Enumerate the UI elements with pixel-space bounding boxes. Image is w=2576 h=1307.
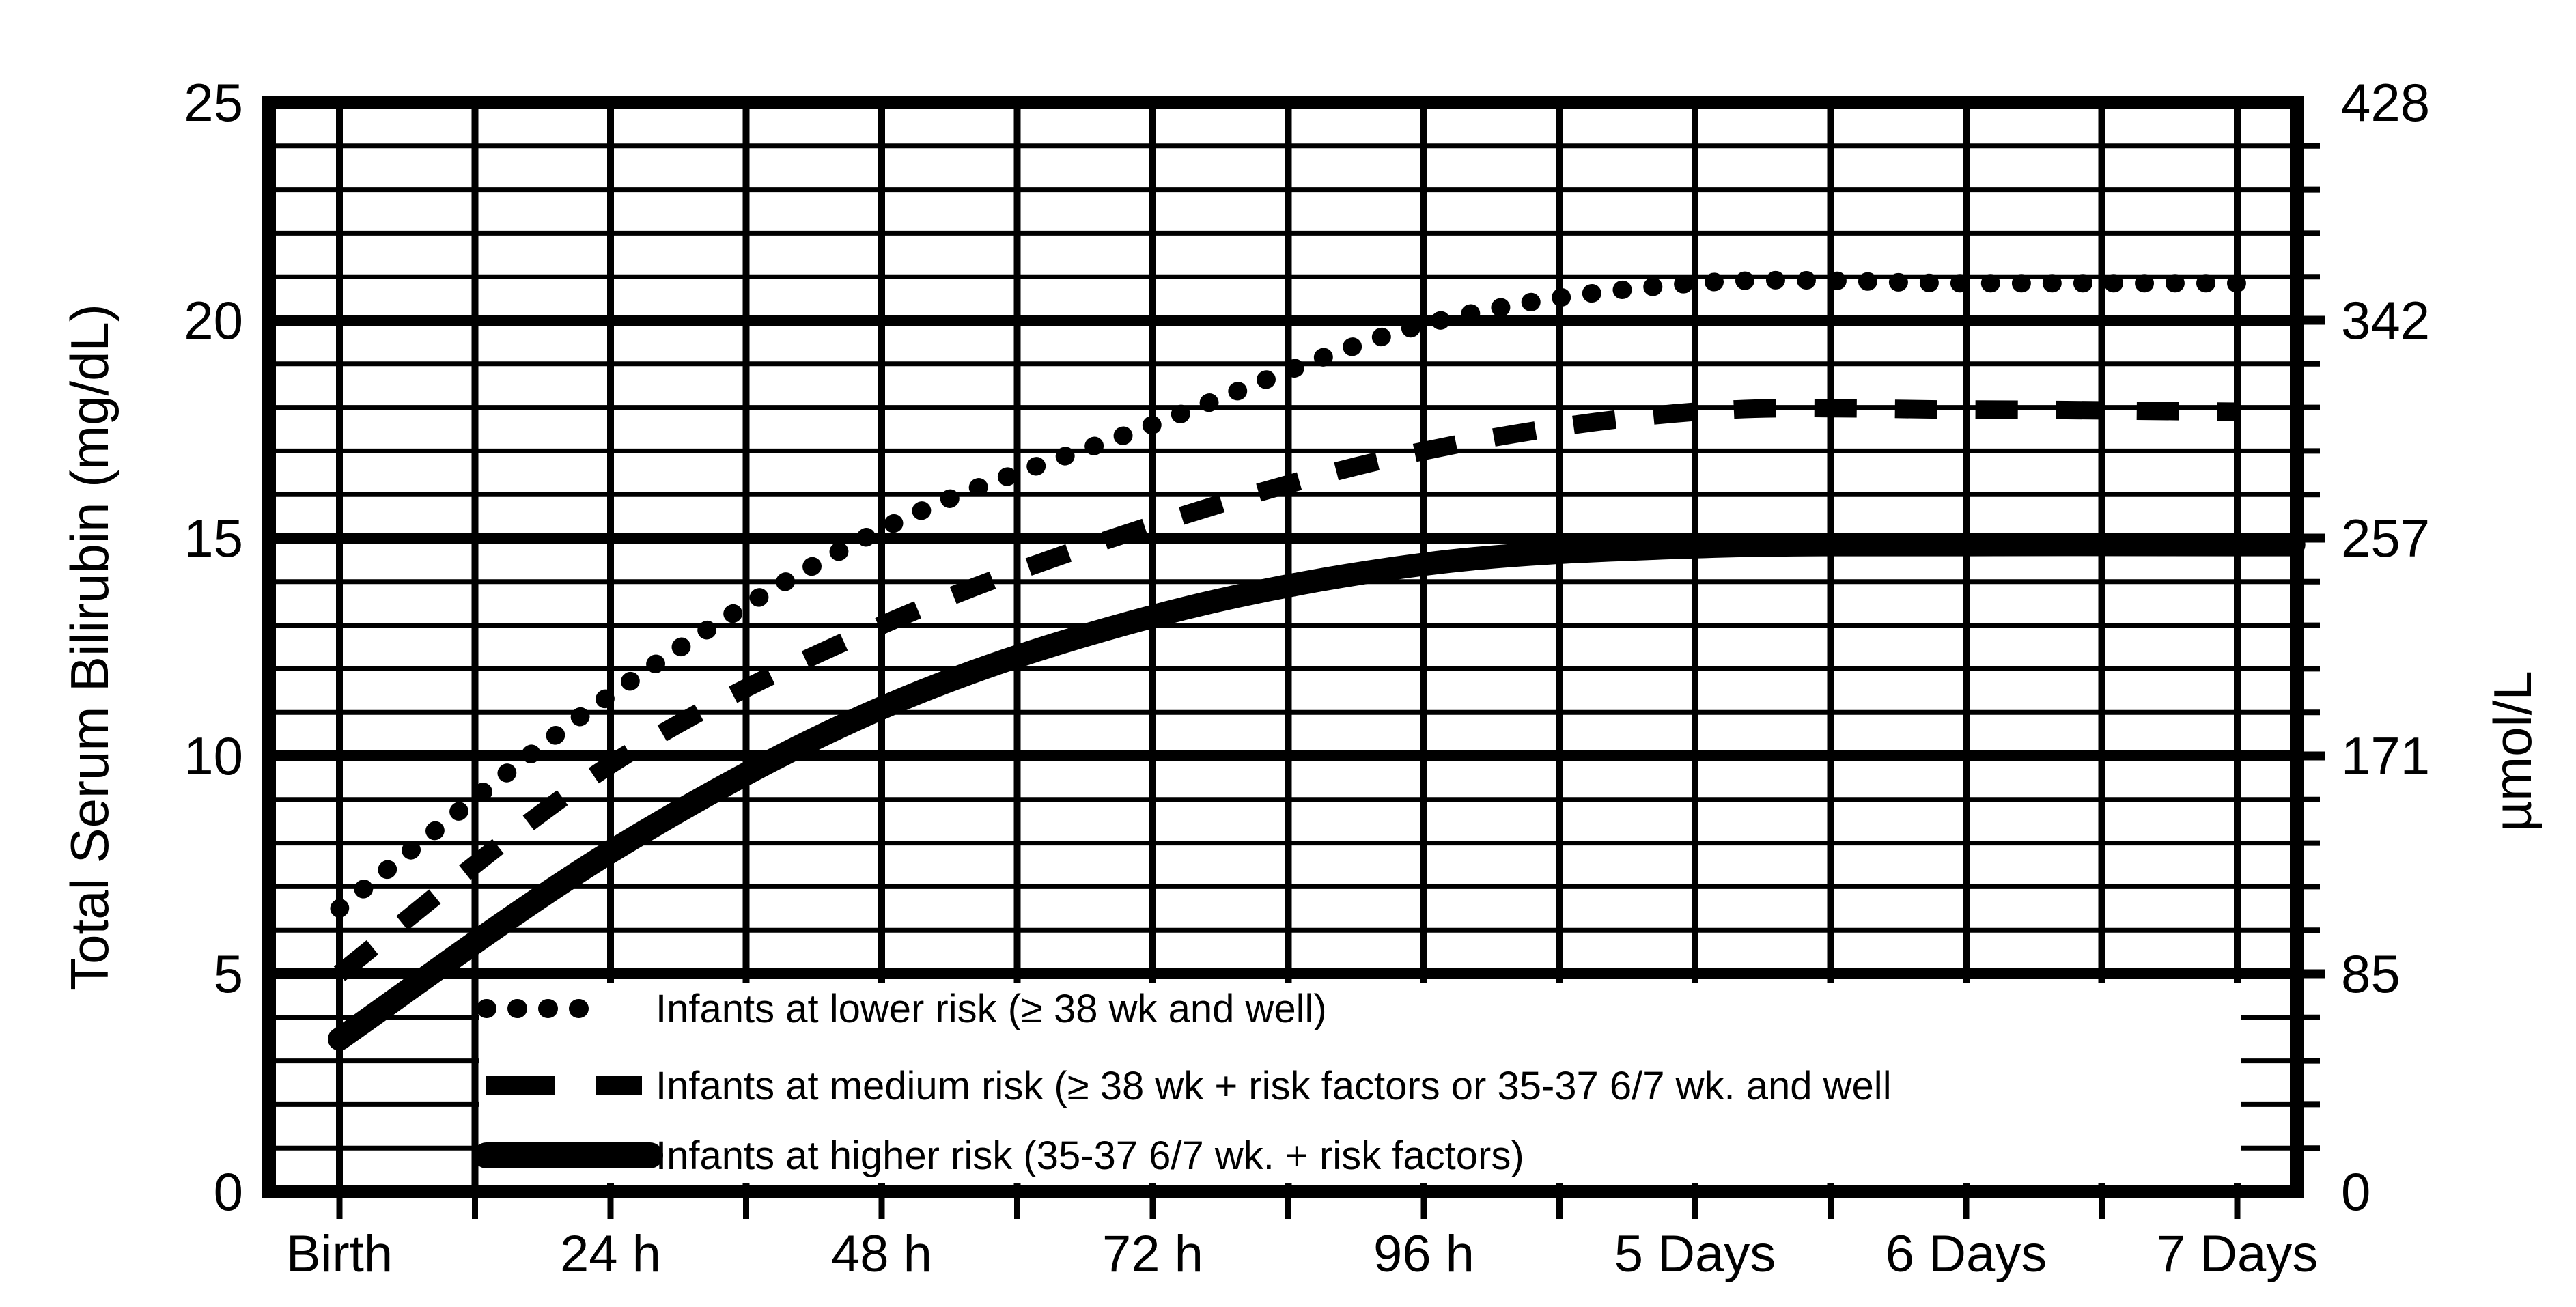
legend-label-medium-risk: Infants at medium risk (≥ 38 wk + risk f… [656, 1064, 1892, 1108]
curve-lower-risk [330, 270, 2247, 918]
y-tick-label-left: 15 [184, 508, 243, 568]
x-tick-label: 6 Days [1886, 1225, 2047, 1283]
y-tick-label-left: 25 [184, 72, 243, 132]
y-tick-label-right: 428 [2341, 72, 2430, 132]
x-tick-label: Birth [286, 1225, 393, 1283]
legend-label-lower-risk: Infants at lower risk (≥ 38 wk and well) [656, 987, 1327, 1031]
x-tick-label: 96 h [1373, 1225, 1474, 1283]
legend-background [479, 983, 2241, 1183]
y-tick-label-left: 0 [214, 1162, 243, 1222]
x-tick-label: 7 Days [2157, 1225, 2319, 1283]
y-tick-label-right: 85 [2341, 944, 2400, 1004]
legend-label-higher-risk: Infants at higher risk (35-37 6/7 wk. + … [656, 1134, 1524, 1178]
curve-medium-risk [333, 399, 2238, 981]
y-tick-label-right: 0 [2341, 1162, 2370, 1222]
plot-border [262, 96, 2304, 1198]
y-tick-label-right: 171 [2341, 726, 2430, 786]
x-tick-label: 72 h [1102, 1225, 1203, 1283]
y-tick-label-left: 10 [184, 726, 243, 786]
y-axis-title-right: µmol/L [2482, 671, 2543, 832]
curve-higher-risk [328, 533, 2306, 1051]
y-tick-label-right: 342 [2341, 290, 2430, 350]
y-axis-title-left: Total Serum Bilirubin (mg/dL) [59, 304, 120, 991]
x-tick-label: 24 h [560, 1225, 661, 1283]
x-tick-label: 48 h [831, 1225, 932, 1283]
y-tick-label-left: 5 [214, 944, 243, 1004]
y-tick-label-right: 257 [2341, 508, 2430, 568]
y-tick-label-left: 20 [184, 290, 243, 350]
x-tick-label: 5 Days [1614, 1225, 1776, 1283]
